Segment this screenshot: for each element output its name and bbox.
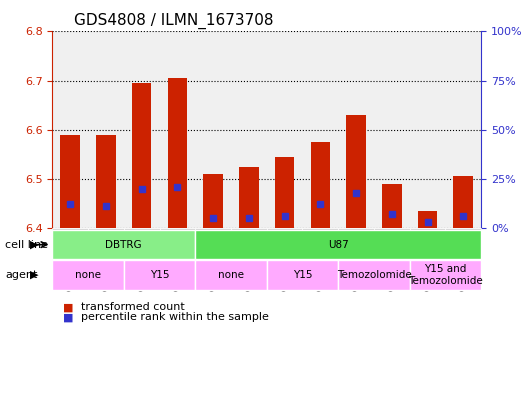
Bar bbox=[346, 115, 366, 228]
Bar bbox=[382, 184, 402, 228]
Bar bbox=[275, 157, 294, 228]
Bar bbox=[311, 142, 330, 228]
Bar bbox=[453, 176, 473, 228]
Text: transformed count: transformed count bbox=[81, 302, 185, 312]
Text: none: none bbox=[218, 270, 244, 280]
Text: GDS4808 / ILMN_1673708: GDS4808 / ILMN_1673708 bbox=[74, 13, 273, 29]
Bar bbox=[418, 211, 437, 228]
Text: ▶: ▶ bbox=[30, 270, 38, 280]
Bar bbox=[60, 135, 80, 228]
Text: Y15: Y15 bbox=[150, 270, 169, 280]
Bar bbox=[239, 167, 259, 228]
Bar bbox=[203, 174, 223, 228]
Text: none: none bbox=[75, 270, 101, 280]
Text: ■: ■ bbox=[63, 312, 73, 322]
Text: Y15: Y15 bbox=[293, 270, 312, 280]
Bar bbox=[132, 83, 152, 228]
Text: ■: ■ bbox=[63, 302, 73, 312]
Text: agent: agent bbox=[5, 270, 38, 280]
Text: cell line: cell line bbox=[5, 240, 48, 250]
Text: Temozolomide: Temozolomide bbox=[337, 270, 411, 280]
Text: DBTRG: DBTRG bbox=[106, 240, 142, 250]
Bar bbox=[167, 78, 187, 228]
Text: U87: U87 bbox=[328, 240, 349, 250]
Text: percentile rank within the sample: percentile rank within the sample bbox=[81, 312, 269, 322]
Text: ▶: ▶ bbox=[30, 240, 38, 250]
Text: Y15 and
Temozolomide: Y15 and Temozolomide bbox=[408, 264, 483, 286]
Bar bbox=[96, 135, 116, 228]
